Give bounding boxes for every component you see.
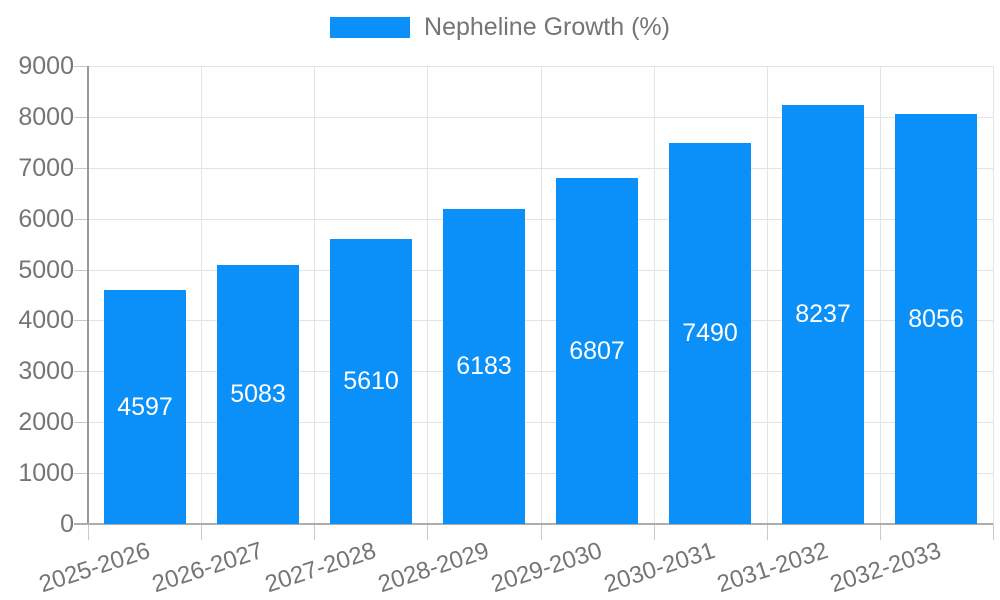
y-gridline <box>88 117 993 118</box>
bar[interactable]: 6807 <box>556 178 638 524</box>
x-gridline <box>314 66 315 524</box>
x-tick <box>993 524 994 540</box>
x-tick <box>88 524 89 540</box>
y-gridline <box>88 219 993 220</box>
x-gridline <box>427 66 428 524</box>
y-tick <box>74 320 88 321</box>
x-tick <box>427 524 428 540</box>
bar[interactable]: 8237 <box>782 105 864 524</box>
y-gridline <box>88 320 993 321</box>
bar-value-label: 6807 <box>569 336 625 365</box>
x-gridline <box>880 66 881 524</box>
y-axis-label: 2000 <box>18 408 74 436</box>
x-tick <box>767 524 768 540</box>
x-tick <box>201 524 202 540</box>
bar-value-label: 6183 <box>456 352 512 380</box>
bar-value-label: 8237 <box>795 300 851 328</box>
bar-value-label: 5610 <box>343 367 399 395</box>
bar[interactable]: 8056 <box>895 114 977 524</box>
x-gridline <box>767 66 768 524</box>
y-tick <box>74 422 88 423</box>
bar[interactable]: 4597 <box>104 290 186 524</box>
y-axis-label: 5000 <box>18 256 74 284</box>
bar-value-label: 7490 <box>682 319 738 347</box>
bar[interactable]: 5083 <box>217 265 299 524</box>
y-tick <box>74 473 88 474</box>
bar[interactable]: 7490 <box>669 143 751 524</box>
y-axis-line <box>87 66 89 524</box>
y-tick <box>74 117 88 118</box>
bar-value-label: 4597 <box>117 392 173 421</box>
legend: Nepheline Growth (%) <box>0 13 1000 42</box>
y-gridline <box>88 422 993 423</box>
y-axis-label: 9000 <box>18 52 74 80</box>
x-tick <box>880 524 881 540</box>
y-axis-label: 0 <box>60 510 74 538</box>
y-gridline <box>88 270 993 271</box>
bar[interactable]: 5610 <box>330 239 412 524</box>
legend-label: Nepheline Growth (%) <box>424 13 670 41</box>
x-gridline <box>201 66 202 524</box>
legend-swatch <box>330 17 411 38</box>
y-tick <box>74 219 88 220</box>
x-gridline <box>993 66 994 524</box>
y-axis-label: 4000 <box>18 306 74 334</box>
y-gridline <box>88 473 993 474</box>
bar-value-label: 8056 <box>908 304 964 333</box>
y-gridline <box>88 371 993 372</box>
y-gridline <box>88 168 993 169</box>
y-axis-label: 1000 <box>18 459 74 487</box>
bar-value-label: 5083 <box>230 380 286 408</box>
y-gridline <box>88 66 993 67</box>
y-tick <box>74 66 88 67</box>
x-gridline <box>541 66 542 524</box>
y-tick <box>74 270 88 271</box>
x-axis-line <box>74 523 993 525</box>
bar[interactable]: 6183 <box>443 209 525 524</box>
y-axis-label: 7000 <box>18 154 74 182</box>
x-tick <box>654 524 655 540</box>
x-gridline <box>654 66 655 524</box>
y-axis-label: 3000 <box>18 357 74 385</box>
y-tick <box>74 371 88 372</box>
y-axis-label: 6000 <box>18 205 74 233</box>
x-tick <box>541 524 542 540</box>
x-tick <box>314 524 315 540</box>
y-tick <box>74 168 88 169</box>
y-axis-label: 8000 <box>18 103 74 131</box>
